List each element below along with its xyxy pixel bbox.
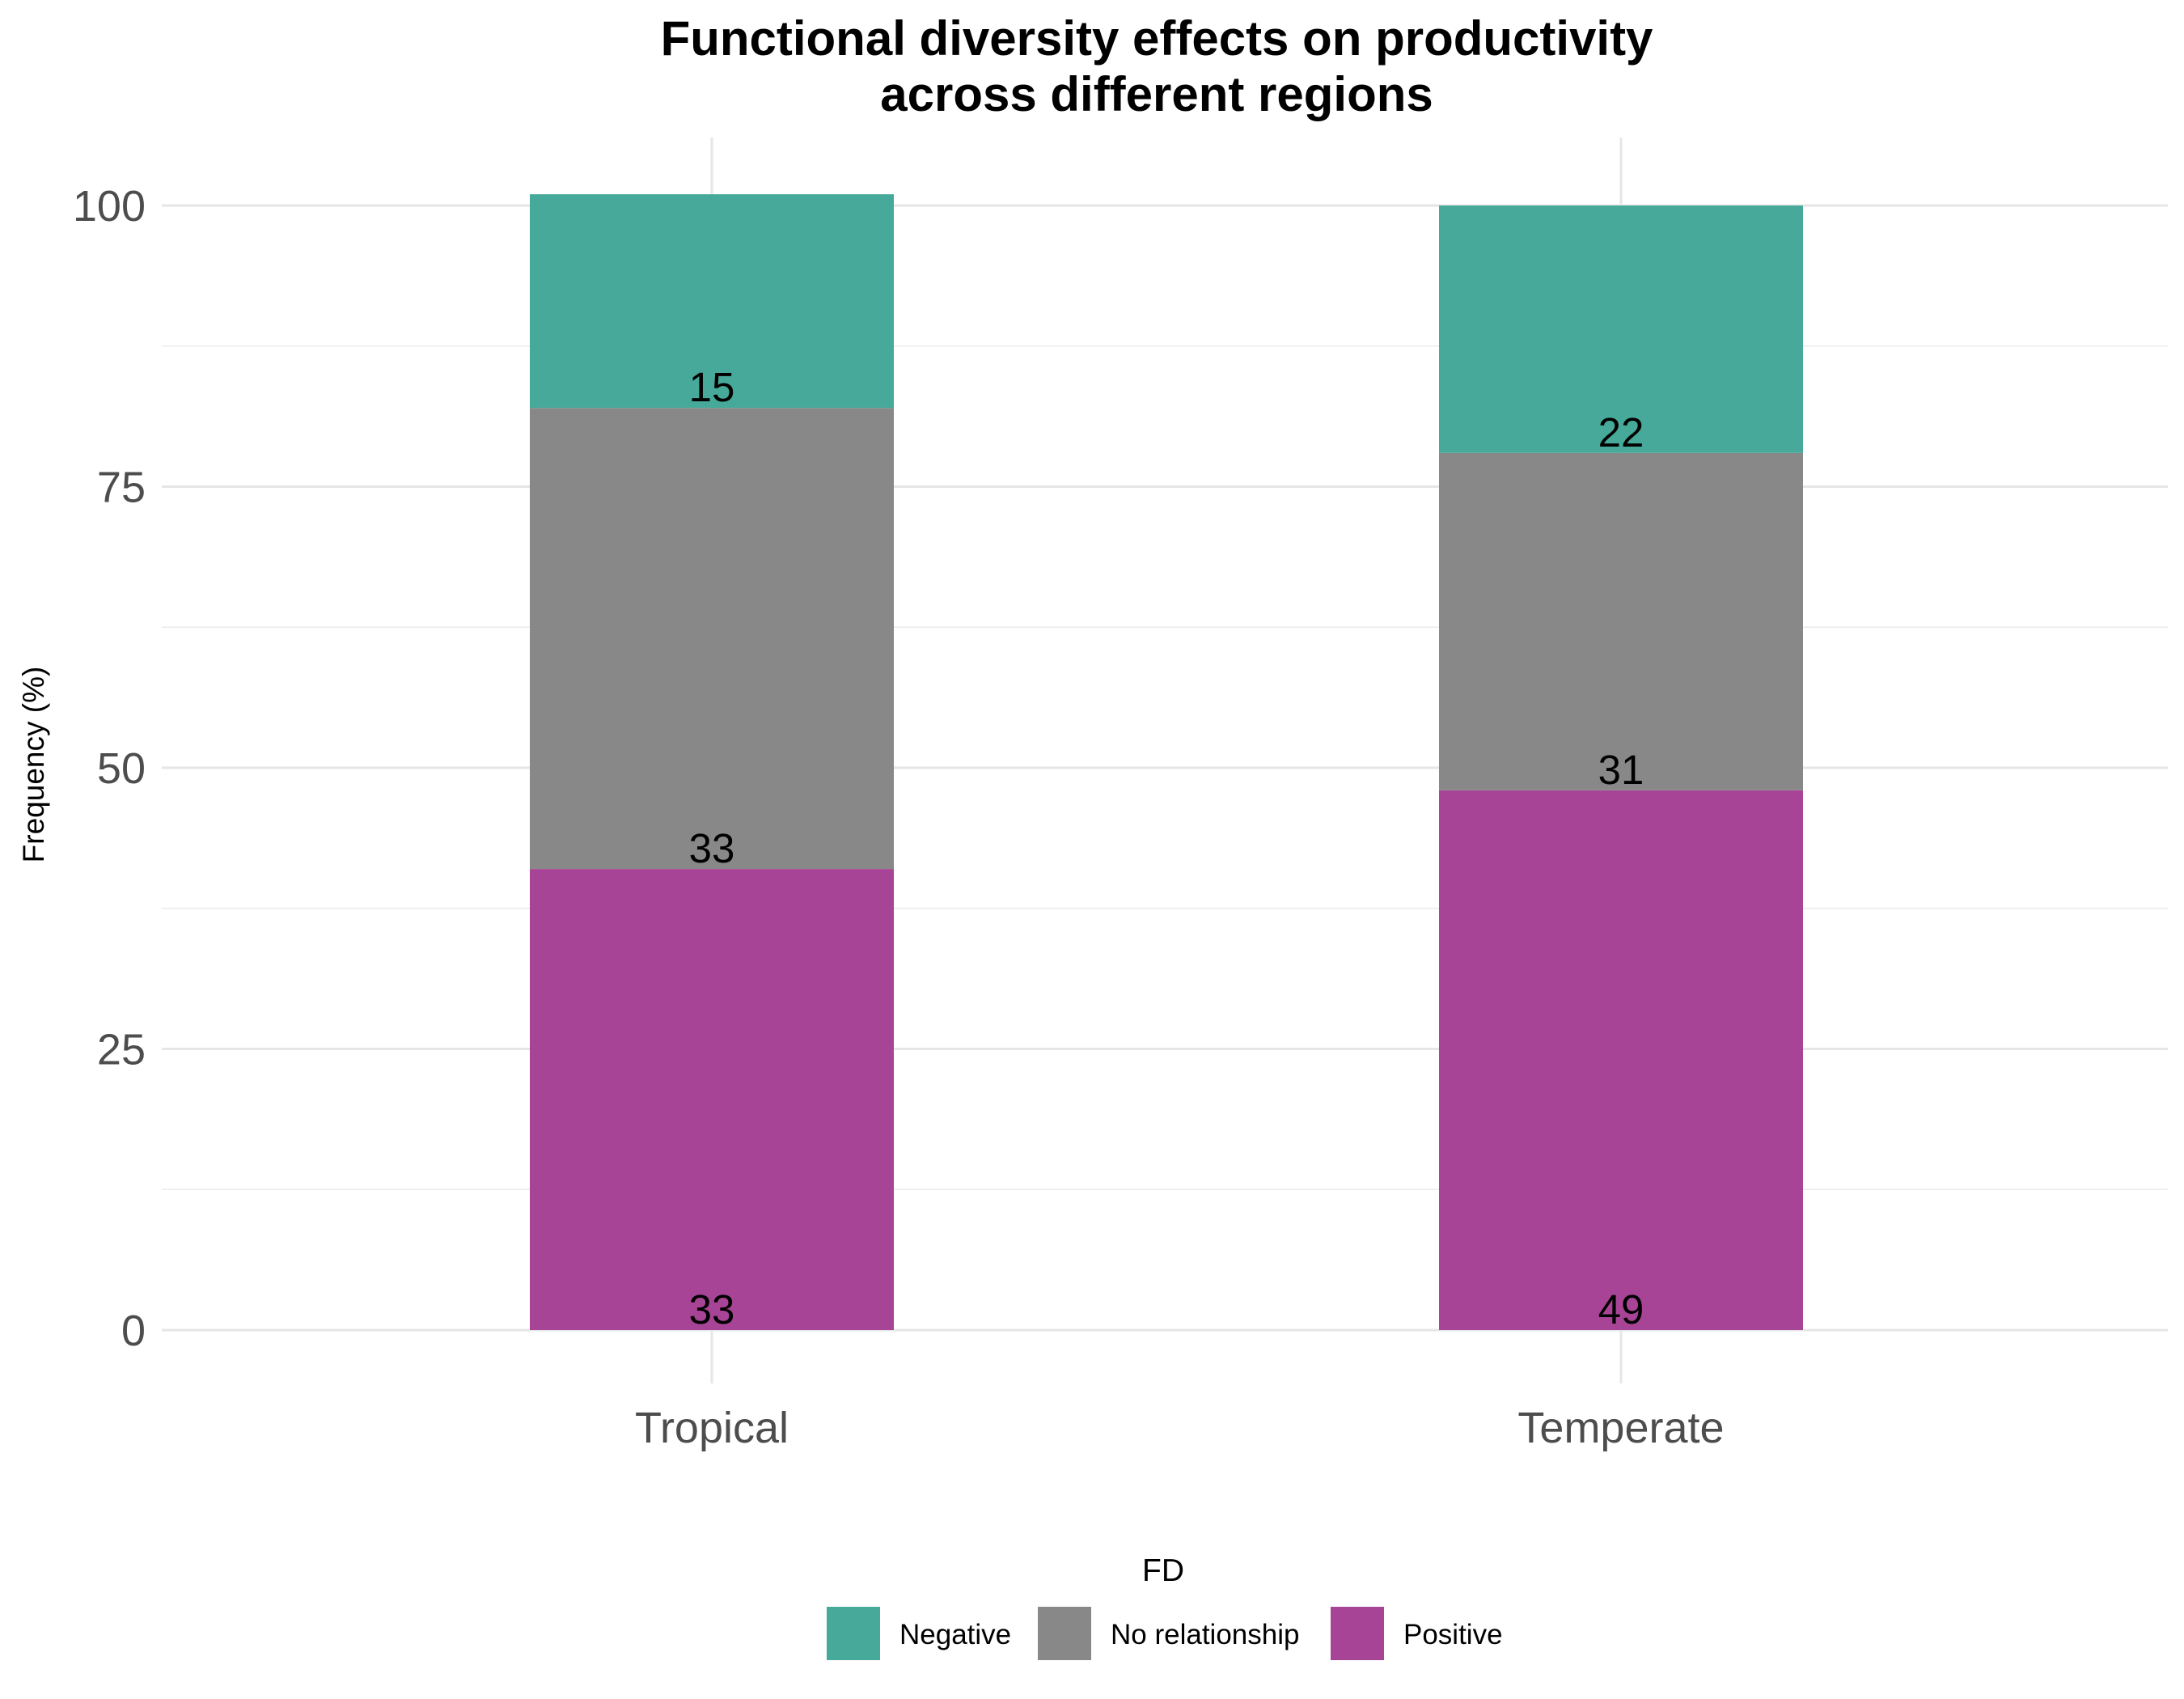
- bar-segment-negative: [1439, 205, 1803, 453]
- legend-title: FD: [1142, 1553, 1184, 1588]
- legend: Negative No relationship Positive: [827, 1607, 1503, 1660]
- x-tick-label: Temperate: [1517, 1404, 1724, 1452]
- y-axis-title: Frequency (%): [17, 667, 50, 863]
- y-tick-label: 25: [97, 1026, 146, 1074]
- legend-label: Positive: [1403, 1619, 1503, 1650]
- y-tick-label: 75: [97, 464, 146, 512]
- data-label: 33: [689, 1286, 735, 1333]
- data-label: 33: [689, 825, 735, 871]
- legend-label: No relationship: [1111, 1619, 1299, 1650]
- legend-key: [1038, 1607, 1091, 1660]
- legend-item: No relationship: [1038, 1607, 1299, 1660]
- bar-segment-positive: [530, 869, 894, 1330]
- data-label: 15: [689, 364, 735, 410]
- data-labels: 33 33 15 49 31 22: [689, 364, 1644, 1333]
- y-axis-tick-labels: 0 25 50 75 100: [73, 182, 146, 1355]
- y-tick-label: 100: [73, 182, 146, 231]
- data-label: 49: [1598, 1286, 1644, 1333]
- plot-grid: [162, 138, 2168, 1383]
- bar-segment-negative: [530, 194, 894, 409]
- bar-segment-positive: [1439, 790, 1803, 1330]
- bar-segment-no-relationship: [530, 408, 894, 870]
- legend-key: [827, 1607, 880, 1660]
- chart-title-line-2: across different regions: [880, 67, 1433, 121]
- y-tick-label: 50: [97, 744, 146, 793]
- x-axis-tick-labels: Tropical Temperate: [635, 1404, 1725, 1452]
- data-label: 31: [1598, 747, 1644, 793]
- chart-title-line-1: Functional diversity effects on producti…: [661, 11, 1653, 66]
- x-tick-label: Tropical: [635, 1404, 789, 1452]
- y-tick-label: 0: [121, 1307, 146, 1355]
- legend-key: [1331, 1607, 1384, 1660]
- legend-label: Negative: [899, 1619, 1011, 1650]
- bar-segments: [530, 194, 1803, 1330]
- legend-item: Negative: [827, 1607, 1011, 1660]
- data-label: 22: [1598, 409, 1644, 455]
- bar-segment-no-relationship: [1439, 452, 1803, 790]
- legend-item: Positive: [1331, 1607, 1503, 1660]
